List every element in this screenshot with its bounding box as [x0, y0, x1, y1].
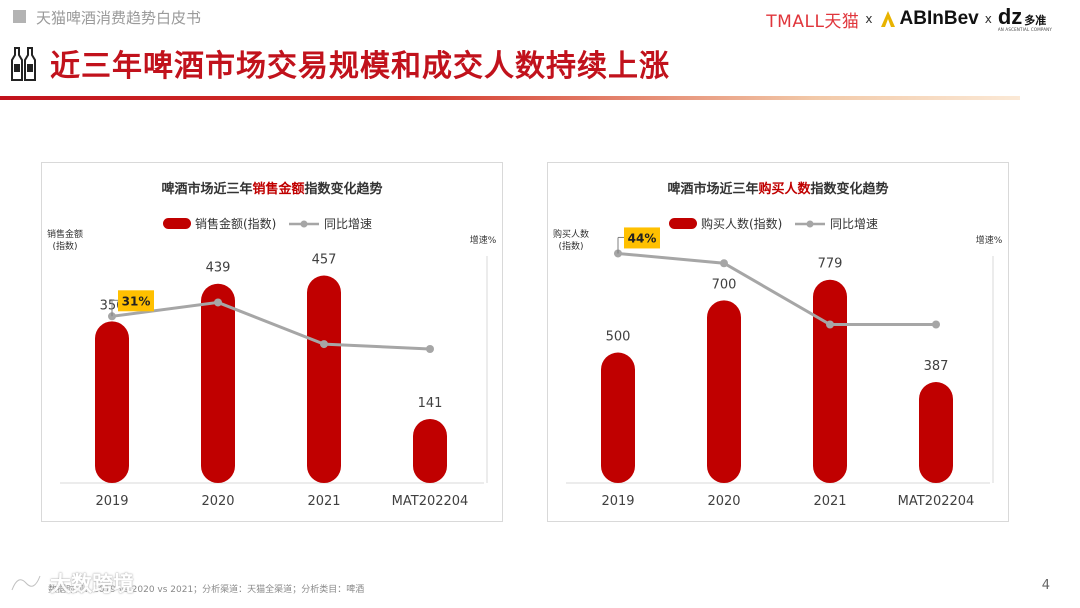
bar: [413, 418, 447, 483]
legend-line-marker: [806, 220, 814, 228]
growth-point: [720, 259, 728, 268]
bar-value-label: 700: [712, 277, 737, 292]
legend-bar-swatch: [669, 218, 697, 229]
x-tick-label: MAT202204: [898, 494, 975, 509]
growth-line: [617, 251, 936, 326]
chart-title-part-1: 购买人数: [758, 181, 811, 197]
header-square-icon: [13, 10, 26, 23]
page-number: 4: [1041, 578, 1050, 593]
watermark: 大数跨境: [8, 568, 134, 598]
legend-bar-swatch: [163, 218, 191, 229]
bar: [813, 279, 847, 483]
abinbev-logo: ABInBev: [879, 8, 979, 30]
abinbev-mark-icon: [880, 11, 895, 27]
beer-bottles-icon: [11, 47, 36, 81]
x-tick-label: 2021: [813, 494, 846, 509]
watermark-logo-icon: [10, 575, 42, 591]
x-tick-label: 2019: [95, 494, 128, 509]
y-right-axis-label: 增速%: [470, 234, 497, 246]
bar: [601, 352, 635, 483]
chart-title: 啤酒市场近三年购买人数指数变化趋势: [667, 181, 888, 197]
headline-divider: [0, 96, 1020, 100]
tmall-logo: TMALL天猫: [766, 11, 860, 32]
y-right-axis-label: 增速%: [976, 234, 1003, 246]
x-tick-label: 2019: [601, 494, 634, 509]
y-left-axis-label-line: (指数): [52, 240, 77, 252]
watermark-text: 大数跨境: [50, 572, 134, 596]
dz-wordmark: dz: [997, 4, 1023, 29]
bar-value-label: 387: [924, 359, 949, 374]
dz-tagline: AN ASCENTIAL COMPANY: [997, 27, 1052, 32]
bar-value-label: 439: [206, 261, 231, 276]
x-tick-label: MAT202204: [392, 494, 469, 509]
chart-title-part-2: 指数变化趋势: [305, 181, 383, 197]
bar: [919, 382, 953, 483]
logo-separator: x: [865, 12, 873, 26]
bar-value-label: 457: [312, 253, 337, 268]
y-left-axis-label-line: 销售金额: [47, 228, 83, 240]
bar-value-label: 141: [418, 396, 443, 411]
callout-box: [624, 227, 660, 249]
growth-point: [320, 340, 328, 349]
top-bar: 天猫啤酒消费趋势白皮书 TMALL天猫 x ABInBev x dz 多准 AN…: [0, 0, 1080, 36]
legend-line-label: 同比增速: [324, 217, 372, 231]
legend-bar-label: 销售金额(指数): [195, 216, 276, 231]
partner-logos: TMALL天猫 x ABInBev x dz 多准 AN ASCENTIAL C…: [766, 5, 1052, 33]
sales-amount-chart-panel: 啤酒市场近三年销售金额指数变化趋势 销售金额(指数) 同比增速 销售金额 (指数) 增速%…: [41, 162, 503, 522]
callout-box: [118, 290, 154, 312]
bar-value-label: 779: [818, 257, 843, 272]
logo-separator-2: x: [984, 12, 992, 26]
abinbev-wordmark: ABInBev: [899, 8, 979, 29]
legend-line-label: 同比增速: [830, 217, 878, 231]
chart-title-part-2: 指数变化趋势: [811, 181, 889, 197]
growth-point: [214, 298, 222, 307]
callout-label: 31%: [122, 294, 151, 308]
page-headline: 近三年啤酒市场交易规模和成交人数持续上涨: [50, 49, 670, 84]
callout-label: 44%: [628, 231, 657, 245]
growth-line: [111, 300, 431, 351]
dz-logo: dz 多准 AN ASCENTIAL COMPANY: [998, 6, 1052, 32]
chart-title-part-0: 啤酒市场近三年: [667, 181, 758, 197]
growth-point: [426, 345, 434, 353]
data-footnote: 数据时间：2019 vs 2020 vs 2021；分析渠道：天猫全渠道；分析类…: [48, 585, 365, 595]
bar: [307, 275, 341, 483]
chart-title: 啤酒市场近三年销售金额指数变化趋势: [161, 181, 382, 197]
y-left-axis-label-line: (指数): [558, 240, 583, 252]
bar: [201, 283, 235, 483]
chart-title-part-0: 啤酒市场近三年: [161, 181, 252, 197]
bar-value-label: 500: [606, 330, 631, 345]
document-title: 天猫啤酒消费趋势白皮书: [36, 9, 202, 27]
chart-title-part-1: 销售金额: [252, 181, 304, 197]
growth-point: [932, 320, 940, 329]
bar: [95, 321, 129, 483]
legend-bar-label: 购买人数(指数): [701, 216, 782, 231]
dz-cn-wordmark: 多准: [1024, 14, 1047, 27]
bar: [707, 300, 741, 483]
growth-point: [826, 320, 834, 329]
x-tick-label: 2020: [201, 494, 234, 509]
x-tick-label: 2021: [307, 494, 340, 509]
legend-line-marker: [300, 220, 308, 228]
buyer-count-chart-panel: 啤酒市场近三年购买人数指数变化趋势 购买人数(指数) 同比增速 购买人数 (指数) 增速%…: [547, 162, 1009, 522]
growth-point: [614, 249, 622, 258]
x-tick-label: 2020: [707, 494, 740, 509]
y-left-axis-label-line: 购买人数: [553, 228, 589, 240]
